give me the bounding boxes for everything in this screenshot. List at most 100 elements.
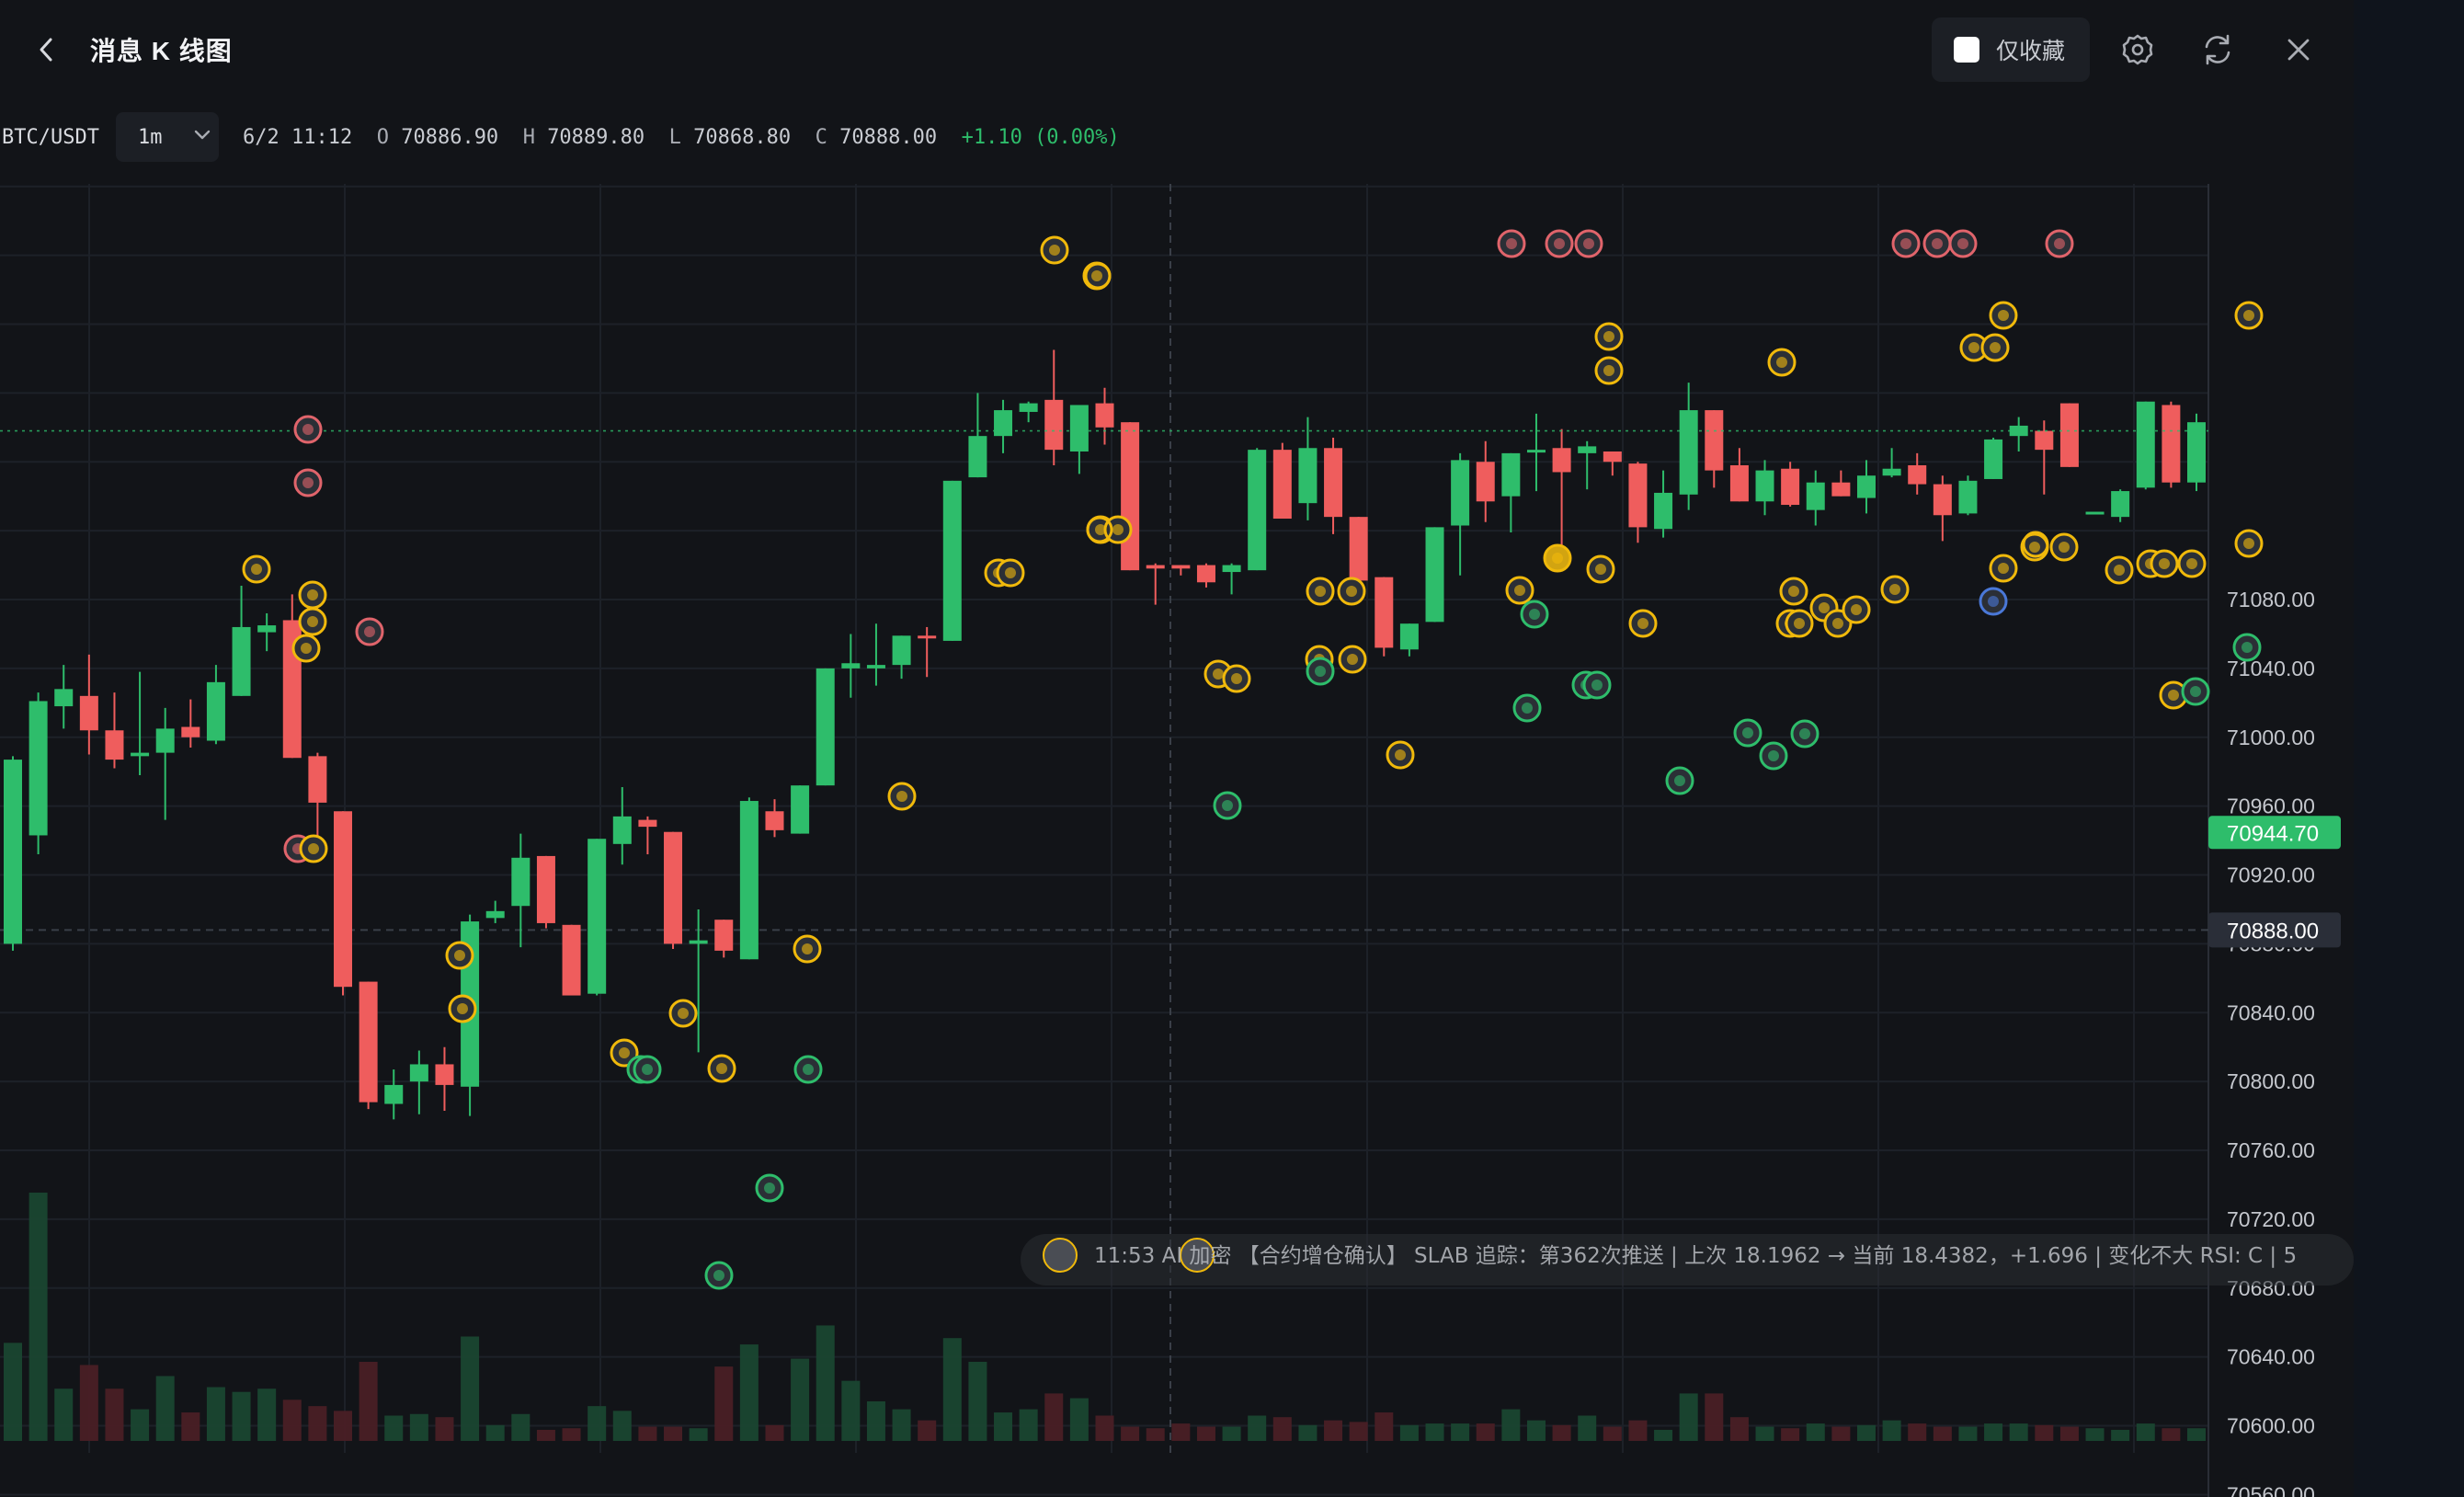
volume-bar (1425, 1423, 1444, 1441)
price-axis-label: 70800.00 (2227, 1069, 2315, 1093)
news-marker-avatar-dot (803, 1064, 814, 1075)
volume-bar (1044, 1393, 1064, 1441)
last-price-label: 70944.70 (2227, 821, 2319, 846)
news-marker-avatar-dot (896, 791, 907, 802)
news-marker-avatar-dot (2114, 565, 2125, 576)
volume-bar (1196, 1426, 1215, 1441)
candle-body (1272, 450, 1292, 520)
close-icon (2287, 39, 2310, 61)
news-marker-avatar-dot (1395, 749, 1406, 760)
volume-bar (994, 1412, 1013, 1441)
news-marker-avatar-dot (1794, 618, 1805, 629)
volume-bar (1476, 1423, 1495, 1441)
volume-bar (2187, 1428, 2206, 1441)
volume-bar (1349, 1422, 1368, 1441)
price-axis-label: 70760.00 (2227, 1138, 2315, 1162)
volume-bar (206, 1387, 225, 1441)
volume-bar (461, 1336, 480, 1441)
volume-bar (2136, 1423, 2155, 1441)
volume-bar (1933, 1426, 1952, 1441)
candle-body (2187, 422, 2206, 483)
news-marker-avatar-dot (619, 1047, 630, 1058)
volume-bar (485, 1424, 505, 1441)
news-marker-avatar-dot (1005, 567, 1016, 578)
back-button[interactable] (26, 28, 66, 72)
ohlc-values: 6/2 11:12 O 70886.90 H 70889.80 L 70868.… (243, 126, 1120, 149)
news-marker-avatar-dot (364, 626, 375, 637)
news-marker-avatar-dot (2059, 542, 2070, 553)
candle-body (2136, 401, 2155, 488)
backdrop (2354, 0, 2464, 1497)
price-axis-label: 70640.00 (2227, 1345, 2315, 1369)
news-marker-avatar-dot (1742, 727, 1753, 738)
candle-body (1044, 399, 1064, 451)
candle-body (2085, 511, 2105, 515)
news-marker-avatar-dot (2186, 558, 2197, 569)
interval-select[interactable]: 1m (116, 112, 219, 162)
volume-bar (1984, 1423, 2003, 1441)
favorite-only-toggle[interactable]: 仅收藏 (1932, 17, 2090, 82)
volume-bar (1831, 1426, 1851, 1441)
candle-body (1526, 450, 1546, 453)
news-marker-avatar-dot (307, 616, 318, 627)
favorite-only-label: 仅收藏 (1996, 39, 2066, 64)
news-marker-avatar-dot (1346, 586, 1357, 597)
last-price-badge (2208, 816, 2341, 850)
candle-body (1451, 460, 1470, 526)
favorite-only-checkbox[interactable] (1954, 37, 1979, 63)
volume-bar (1222, 1426, 1241, 1441)
candle-body (1654, 492, 1673, 530)
candlestick-chart[interactable]: 71080.00 71040.00 71000.00 70960.00 70920.00… (0, 184, 2354, 1497)
news-marker-avatar-dot (1554, 238, 1565, 249)
candle-body (181, 726, 200, 737)
candle-body (4, 760, 22, 944)
close-button[interactable] (2274, 26, 2323, 74)
volume-bar (4, 1343, 22, 1441)
volume-bar (1908, 1423, 1927, 1441)
candle-body (562, 924, 581, 996)
news-marker-avatar-dot (1315, 666, 1326, 677)
news-marker-avatar-dot (1768, 750, 1779, 761)
news-markers (242, 229, 2264, 1290)
crosshair-price-label: 70888.00 (2227, 919, 2319, 943)
settings-button[interactable] (2113, 26, 2162, 74)
candle-body (1349, 517, 1368, 581)
candle-body (359, 981, 378, 1103)
candle-body (866, 665, 885, 669)
volume-bar (2162, 1428, 2181, 1441)
candle-body (739, 801, 759, 960)
volume-bar (968, 1362, 987, 1441)
news-marker-avatar-dot (2243, 538, 2254, 549)
candle-body (1984, 439, 2003, 479)
top-bar: 消息 K 线图 仅收藏 (0, 0, 2354, 101)
price-axis-label: 71080.00 (2227, 588, 2315, 611)
volume-bar (1501, 1409, 1521, 1441)
news-marker-avatar-dot (302, 424, 314, 435)
candle-body (1146, 565, 1165, 569)
candle-body (942, 480, 962, 641)
volume-bar (1399, 1424, 1419, 1441)
news-marker-empty (2022, 531, 2049, 558)
news-marker-filled (1545, 544, 1570, 570)
candle-body (1856, 475, 1876, 498)
volume-bar (2085, 1428, 2105, 1441)
news-marker-avatar-dot (1998, 563, 2009, 574)
chart-background (0, 184, 2354, 1497)
volume-bar (435, 1417, 454, 1441)
news-marker-avatar-dot (308, 843, 319, 854)
candle-body (1121, 422, 1140, 571)
refresh-button[interactable] (2193, 26, 2242, 74)
volume-bar (2009, 1423, 2028, 1441)
volume-bar (1272, 1417, 1292, 1441)
news-marker-avatar-dot (1315, 586, 1326, 597)
news-marker-avatar-dot (1506, 238, 1517, 249)
news-marker-avatar-dot (1988, 596, 1999, 607)
volume-bar (1705, 1393, 1724, 1441)
refresh-icon (2205, 34, 2230, 65)
volume-bar (2111, 1429, 2130, 1441)
volume-bar (1654, 1429, 1673, 1441)
volume-bar (638, 1426, 657, 1441)
candle-body (485, 910, 505, 919)
news-marker-avatar-dot (1095, 524, 1106, 535)
candle-body (206, 681, 225, 741)
